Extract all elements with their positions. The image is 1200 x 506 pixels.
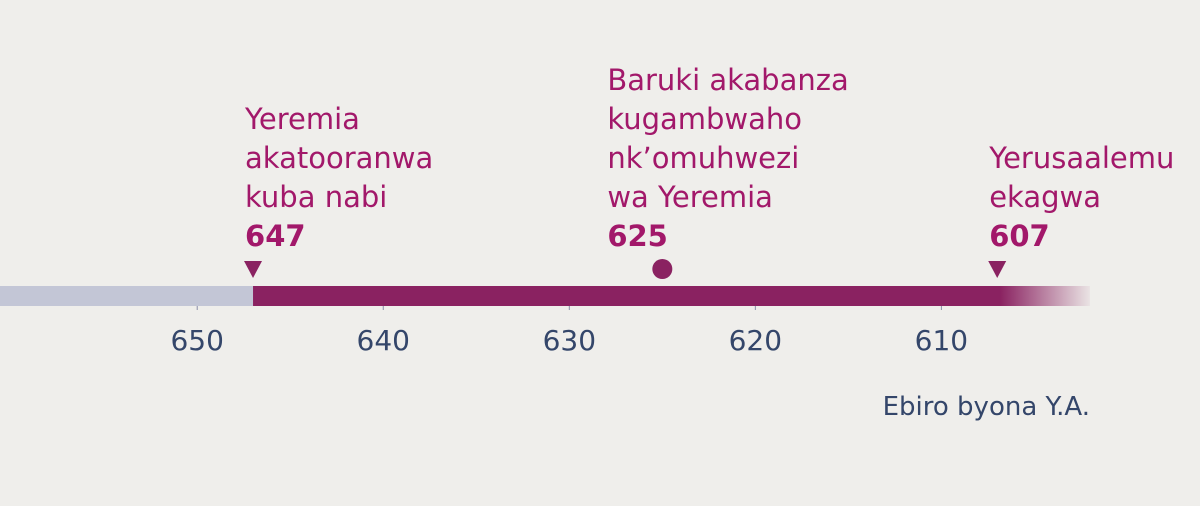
event-label: wa Yeremia [607, 180, 773, 214]
x-tick-label: 650 [170, 324, 223, 357]
event-year: 625 [607, 219, 668, 253]
axis-label: Ebiro byona Y.A. [883, 392, 1090, 422]
event-label: akatooranwa [245, 141, 433, 175]
x-tick-label: 610 [915, 324, 968, 357]
event-marker [988, 261, 1007, 278]
event-label: Yeremia [244, 102, 360, 136]
timeline-fade [1000, 286, 1090, 306]
event-label: kuba nabi [245, 180, 387, 214]
x-tick-label: 620 [729, 324, 782, 357]
event-label: Yerusaalemu [988, 141, 1174, 175]
event-year: 647 [245, 219, 306, 253]
event-marker [244, 261, 263, 278]
event-label: Baruki akabanza [607, 63, 848, 97]
event-marker [652, 259, 673, 279]
x-tick-label: 640 [357, 324, 410, 357]
timeline-before [0, 286, 254, 306]
event-label: kugambwaho [607, 102, 802, 136]
event-label: nk’omuhwezi [607, 141, 799, 175]
timeline-bar [253, 286, 1000, 306]
event-label: ekagwa [989, 180, 1101, 214]
event-year: 607 [989, 219, 1050, 253]
x-tick-label: 630 [543, 324, 596, 357]
